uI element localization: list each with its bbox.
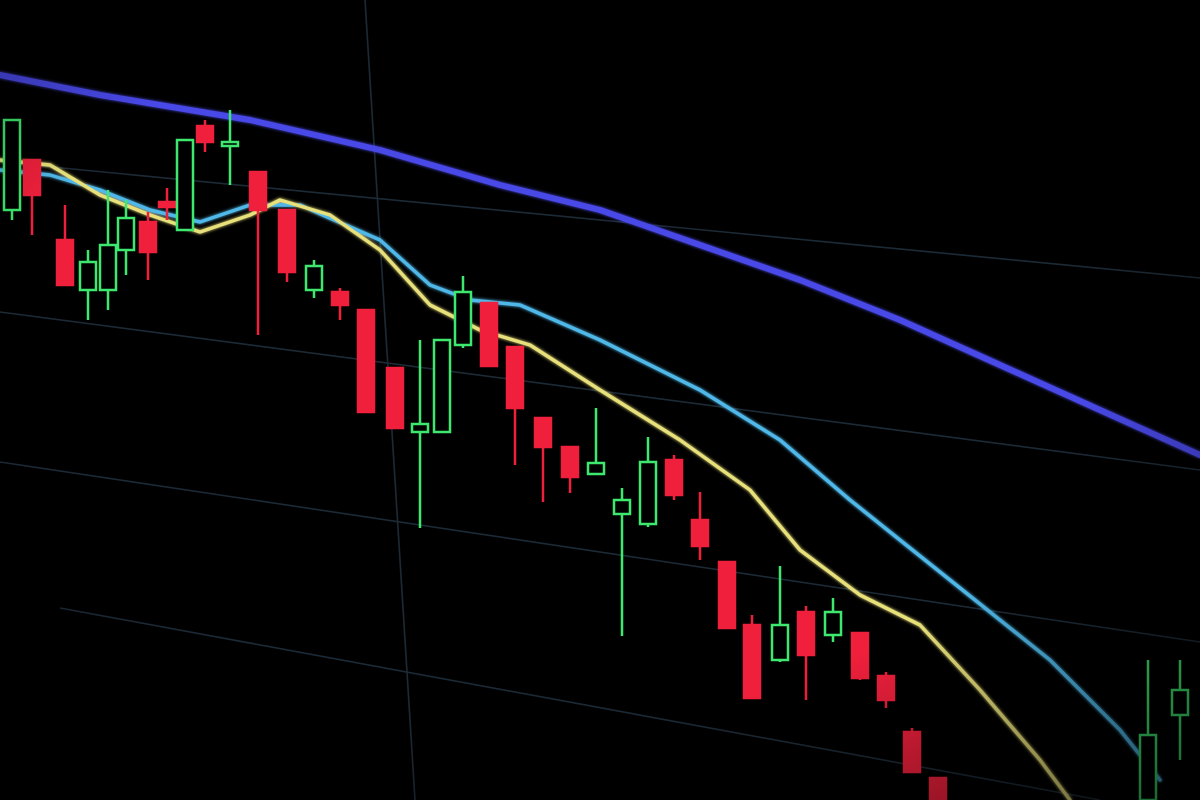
candle-body (2, 118, 22, 212)
candle-body (770, 623, 790, 662)
candle-body (690, 518, 710, 548)
candle-body (138, 220, 158, 254)
candle-body (876, 674, 896, 702)
candle-body (304, 264, 324, 292)
candle-body (533, 416, 553, 449)
candle-body (664, 458, 684, 497)
candle-body (453, 290, 473, 347)
candle-body (330, 290, 350, 307)
candle-body (823, 610, 843, 637)
candle-body (220, 140, 240, 148)
candle-body (116, 216, 136, 252)
candle-body (432, 338, 452, 434)
candle-body (78, 260, 98, 292)
candle-body (157, 200, 177, 209)
candle-body (248, 170, 268, 212)
candle-body (356, 308, 376, 414)
candle-body (638, 460, 658, 526)
candle-body (175, 138, 195, 232)
candle-body (850, 631, 870, 680)
candle-body (560, 445, 580, 479)
candle-body (55, 238, 75, 287)
candle-body (385, 366, 405, 430)
candle-body (928, 776, 948, 800)
candle-body (410, 422, 430, 434)
candle-body (505, 345, 525, 410)
candle-body (1138, 733, 1158, 800)
candle-body (796, 610, 816, 657)
candle-body (612, 498, 632, 516)
candle-body (98, 243, 118, 292)
candle-body (742, 623, 762, 700)
candle-body (479, 301, 499, 368)
candle-body (22, 158, 42, 197)
candle-body (1170, 688, 1190, 717)
candle-body (586, 461, 606, 476)
candle-body (902, 730, 922, 774)
candle-body (717, 560, 737, 630)
candle-body (277, 208, 297, 274)
candle-body (195, 124, 215, 144)
